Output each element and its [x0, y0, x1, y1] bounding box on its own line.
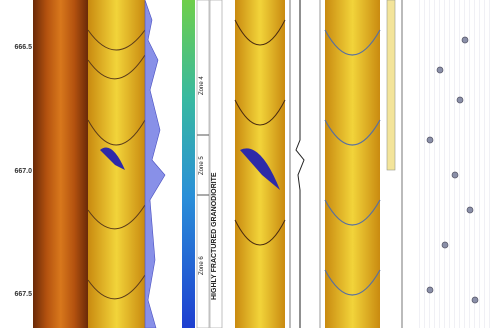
lithology-label: HIGHLY FRACTURED GRANODIORITE: [211, 172, 218, 300]
zone-label: Zone 5: [199, 156, 205, 175]
well-log: 666.5 667.0 667.5 Zone 4 Zone 5 Zone 6 H…: [0, 0, 492, 328]
log-tracks: [0, 0, 492, 328]
depth-label: 667.5: [0, 291, 32, 298]
depth-label: 667.0: [0, 168, 32, 175]
zone-label: Zone 6: [199, 256, 205, 275]
depth-label: 666.5: [0, 44, 32, 51]
zone-label: Zone 4: [199, 76, 205, 95]
